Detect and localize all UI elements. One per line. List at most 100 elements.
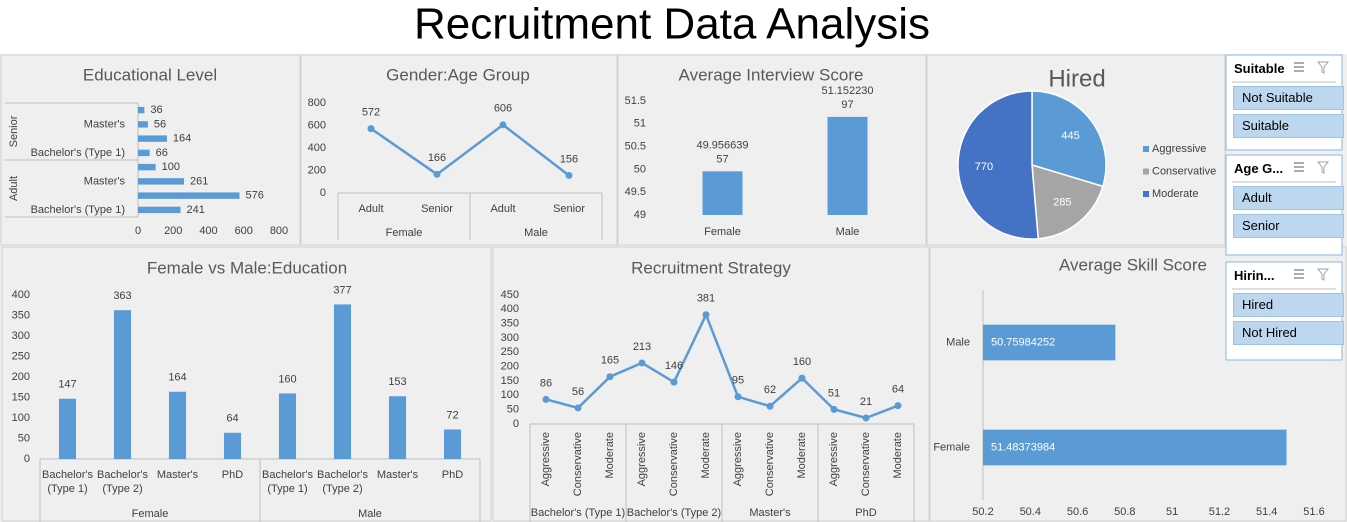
panels xyxy=(0,54,1347,522)
data-label: 770 xyxy=(975,161,993,173)
count-label: 97 xyxy=(841,99,853,111)
marker xyxy=(670,378,678,386)
x-tick-label: Aggressive xyxy=(828,432,840,486)
x-tick-label: PhD xyxy=(441,469,464,481)
title-band xyxy=(0,0,1347,54)
slicer-item[interactable]: Not Suitable xyxy=(1233,86,1344,110)
dashboard-title: Recruitment Data Analysis xyxy=(414,0,930,49)
bar xyxy=(138,163,156,171)
data-label: 86 xyxy=(540,377,552,389)
y-tick-label: 400 xyxy=(12,289,30,301)
slicer-item[interactable]: Senior xyxy=(1233,214,1344,238)
group-label: Bachelor's (Type 2) xyxy=(626,507,722,519)
y-tick-label: 250 xyxy=(501,346,519,358)
x-tick-label: 400 xyxy=(199,225,217,237)
group-label: Male xyxy=(524,227,548,239)
y-tick-label: 0 xyxy=(24,453,30,465)
slicer-title: Suitable xyxy=(1234,61,1285,76)
data-label: 50.75984252 xyxy=(991,336,1055,348)
y-tick-label: 400 xyxy=(501,303,519,315)
group-label: PhD xyxy=(855,507,877,519)
x-tick-label: 51.2 xyxy=(1209,506,1230,518)
y-tick-label: Master's xyxy=(84,175,126,187)
x-tick-label: Bachelor's (Type 2) xyxy=(96,469,148,495)
x-tick-label: Adult xyxy=(358,203,384,215)
data-label: 213 xyxy=(633,341,651,353)
bar xyxy=(138,192,240,199)
y-tick-label: Master's xyxy=(84,118,126,130)
marker xyxy=(894,402,902,410)
data-label: 72 xyxy=(446,409,458,421)
x-tick-label: Moderate xyxy=(892,432,904,478)
clear-filter-icon xyxy=(1316,161,1330,174)
y-tick-label: 300 xyxy=(12,330,30,342)
group-label: Senior xyxy=(8,115,20,147)
x-tick-label: Senior xyxy=(553,203,585,215)
y-tick-label: 150 xyxy=(501,375,519,387)
line xyxy=(370,123,570,177)
marker xyxy=(798,374,806,382)
data-label: 51.48373984 xyxy=(991,441,1055,453)
y-tick-label: 51.5 xyxy=(625,95,646,107)
data-label: 285 xyxy=(1053,196,1071,208)
bar xyxy=(983,324,1116,361)
group-label: Male xyxy=(358,508,382,520)
x-tick-label: Senior xyxy=(421,203,453,215)
slicer-title: Age G... xyxy=(1234,161,1284,176)
x-tick-label: Aggressive xyxy=(540,432,552,486)
slicer-item[interactable]: Not Hired xyxy=(1233,321,1344,345)
marker xyxy=(367,125,375,133)
slicer-item[interactable]: Adult xyxy=(1233,186,1344,210)
legend-swatch xyxy=(1143,146,1149,152)
y-tick-label: 100 xyxy=(501,389,519,401)
data-label: 165 xyxy=(601,355,619,367)
slicer-item[interactable]: Hired xyxy=(1233,293,1344,317)
pie-slice xyxy=(1031,163,1104,240)
marker xyxy=(702,311,710,319)
chart-title: Recruitment Strategy xyxy=(631,258,791,277)
y-tick-label: 0 xyxy=(320,187,326,199)
y-tick-label: 200 xyxy=(501,361,519,373)
x-tick-label: Conservative xyxy=(860,432,872,496)
data-label: 606 xyxy=(494,103,512,115)
bar xyxy=(138,106,145,114)
chart-title: Average Skill Score xyxy=(1059,255,1207,274)
legend-label: Moderate xyxy=(1152,188,1198,200)
x-tick-label: Conservative xyxy=(668,432,680,496)
panel xyxy=(1,246,492,522)
data-label: 166 xyxy=(428,152,446,164)
y-tick-label: 250 xyxy=(12,350,30,362)
marker xyxy=(574,404,582,412)
x-tick-label: Bachelor's (Type 1) xyxy=(41,469,93,495)
x-tick-label: Conservative xyxy=(764,432,776,496)
panel xyxy=(0,54,301,246)
data-label: 241 xyxy=(186,204,204,216)
data-label: 576 xyxy=(246,190,264,202)
bar xyxy=(113,310,132,459)
data-label: 363 xyxy=(113,290,131,302)
x-tick-label: Moderate xyxy=(796,432,808,478)
bar xyxy=(58,398,77,459)
x-tick-label: PhD xyxy=(221,469,244,481)
x-tick-label: Bachelor's (Type 1) xyxy=(261,469,313,495)
bar xyxy=(223,432,242,459)
data-label: 62 xyxy=(764,384,776,396)
slicer-item[interactable]: Suitable xyxy=(1233,114,1344,138)
x-tick-label: 800 xyxy=(270,225,288,237)
panel xyxy=(617,54,927,246)
y-tick-label: 50 xyxy=(507,404,519,416)
panel xyxy=(300,54,618,246)
y-tick-label: 49 xyxy=(634,209,646,221)
data-label: 160 xyxy=(793,356,811,368)
data-label: 64 xyxy=(226,413,238,425)
x-tick-label: 200 xyxy=(164,225,182,237)
y-tick-label: 51 xyxy=(634,118,646,130)
y-tick-label: 400 xyxy=(308,142,326,154)
data-label: 49.956639 xyxy=(697,139,749,151)
marker xyxy=(638,359,646,367)
data-label: 51 xyxy=(828,387,840,399)
data-label: 51.152230 xyxy=(822,85,874,97)
marker xyxy=(862,414,870,422)
x-tick-label: 50.6 xyxy=(1067,506,1088,518)
